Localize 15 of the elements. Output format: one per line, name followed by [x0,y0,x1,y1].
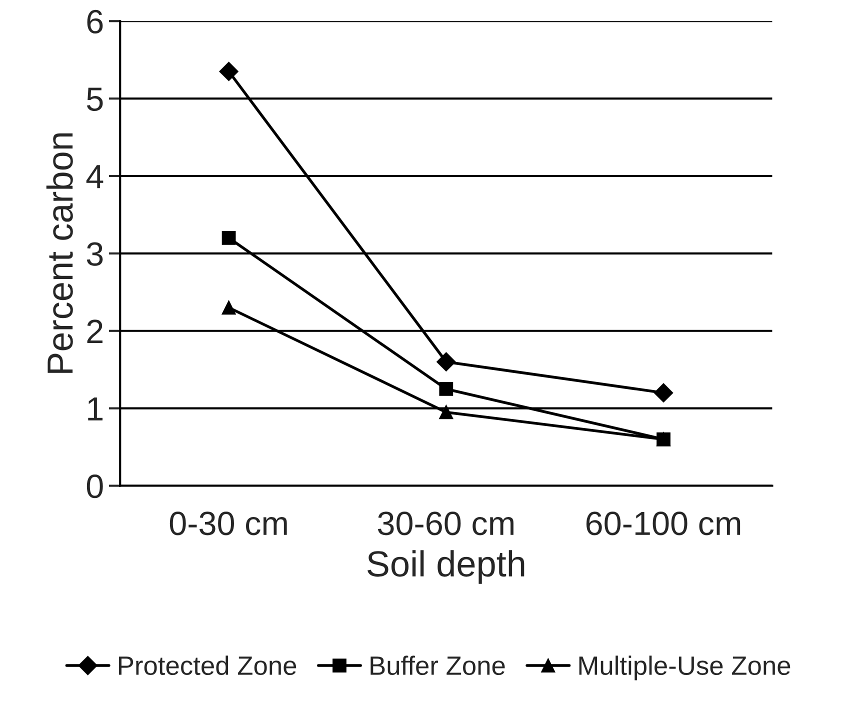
y-tick-label: 4 [86,165,104,188]
y-axis-title: Percent carbon [46,133,73,373]
y-tick-label: 3 [86,242,103,266]
y-tick-label: 0 [86,474,103,498]
y-tick-label: 5 [86,88,103,111]
legend-label: Buffer Zone [370,656,505,676]
x-tick-label: 30-60 cm [378,512,514,536]
y-tick-label: 1 [88,397,103,420]
legend-label: Multiple-Use Zone [579,656,790,680]
x-tick-label: 0-30 cm [170,512,287,536]
x-tick-label: 60-100 cm [586,512,740,536]
legend-label: Protected Zone [119,656,296,676]
x-axis-title: Soil depth [368,550,524,584]
y-tick-label: 2 [87,320,102,343]
y-tick-label: 6 [87,10,103,34]
